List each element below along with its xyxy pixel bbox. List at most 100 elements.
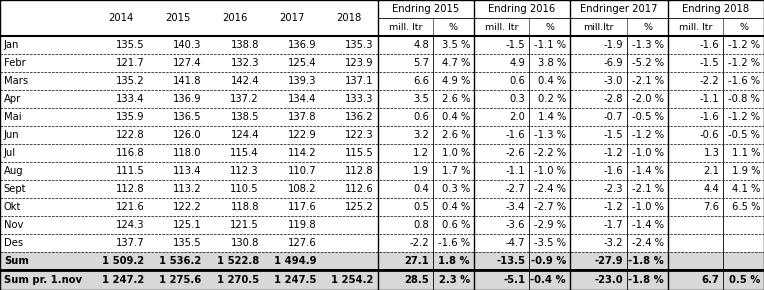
Text: 4.4: 4.4: [704, 184, 720, 194]
Text: 124.3: 124.3: [116, 220, 144, 230]
Text: 123.9: 123.9: [345, 58, 374, 68]
Text: -1.3 %: -1.3 %: [534, 130, 566, 140]
Text: -1.2: -1.2: [604, 148, 623, 158]
Text: 140.3: 140.3: [173, 40, 202, 50]
Text: Jun: Jun: [4, 130, 19, 140]
Text: 0.3 %: 0.3 %: [442, 184, 470, 194]
Text: 6.5 %: 6.5 %: [732, 202, 760, 212]
Text: 1 270.5: 1 270.5: [217, 275, 259, 285]
Text: 1 254.2: 1 254.2: [331, 275, 374, 285]
Text: 0.6 %: 0.6 %: [442, 220, 470, 230]
Text: 1.4 %: 1.4 %: [538, 112, 566, 122]
Text: Nov: Nov: [4, 220, 23, 230]
Text: -27.9: -27.9: [594, 256, 623, 266]
Text: -1.2 %: -1.2 %: [632, 130, 664, 140]
Text: 108.2: 108.2: [287, 184, 316, 194]
Text: 1.2: 1.2: [413, 148, 429, 158]
Text: 137.1: 137.1: [345, 76, 374, 86]
Text: 5.7: 5.7: [413, 58, 429, 68]
Text: -1.2 %: -1.2 %: [728, 112, 760, 122]
Text: 112.3: 112.3: [230, 166, 259, 176]
Text: 135.5: 135.5: [173, 238, 202, 248]
Text: 122.2: 122.2: [173, 202, 202, 212]
Text: -6.9: -6.9: [604, 58, 623, 68]
Text: 0.6: 0.6: [510, 76, 526, 86]
Text: 126.0: 126.0: [173, 130, 202, 140]
Text: Sum: Sum: [4, 256, 29, 266]
Text: 1.3: 1.3: [704, 148, 720, 158]
Text: -5.2 %: -5.2 %: [632, 58, 664, 68]
Text: 137.2: 137.2: [230, 94, 259, 104]
Text: %: %: [643, 23, 652, 32]
Text: -1.1: -1.1: [700, 94, 720, 104]
Text: 127.6: 127.6: [287, 238, 316, 248]
Text: -0.9 %: -0.9 %: [531, 256, 566, 266]
Text: 4.9 %: 4.9 %: [442, 76, 470, 86]
Text: 6.6: 6.6: [413, 76, 429, 86]
Text: -2.9 %: -2.9 %: [534, 220, 566, 230]
Text: 136.5: 136.5: [173, 112, 202, 122]
Text: 2.6 %: 2.6 %: [442, 94, 470, 104]
Text: 4.8: 4.8: [413, 40, 429, 50]
Text: 116.8: 116.8: [116, 148, 144, 158]
Text: -2.7: -2.7: [506, 184, 526, 194]
Text: 136.9: 136.9: [287, 40, 316, 50]
Text: -2.0 %: -2.0 %: [632, 94, 664, 104]
Text: -0.5 %: -0.5 %: [728, 130, 760, 140]
Text: 119.8: 119.8: [287, 220, 316, 230]
Text: -2.4 %: -2.4 %: [632, 238, 664, 248]
Text: 136.2: 136.2: [345, 112, 374, 122]
Text: -0.7: -0.7: [604, 112, 623, 122]
Text: 3.2: 3.2: [413, 130, 429, 140]
Text: %: %: [739, 23, 748, 32]
Text: -1.6 %: -1.6 %: [728, 76, 760, 86]
Text: Febr: Febr: [4, 58, 25, 68]
Text: -2.1 %: -2.1 %: [632, 76, 664, 86]
Text: 135.3: 135.3: [345, 40, 374, 50]
Text: 2018: 2018: [337, 13, 362, 23]
Text: Endring 2015: Endring 2015: [392, 4, 459, 14]
Text: 121.5: 121.5: [230, 220, 259, 230]
Text: -1.9: -1.9: [604, 40, 623, 50]
Text: 137.8: 137.8: [287, 112, 316, 122]
Text: %: %: [449, 23, 458, 32]
Text: 137.7: 137.7: [116, 238, 144, 248]
Text: 133.3: 133.3: [345, 94, 374, 104]
Text: -2.2: -2.2: [700, 76, 720, 86]
Text: Mai: Mai: [4, 112, 21, 122]
Text: 134.4: 134.4: [288, 94, 316, 104]
Text: -1.6: -1.6: [700, 40, 720, 50]
Text: -1.1: -1.1: [506, 166, 526, 176]
Text: -1.2 %: -1.2 %: [728, 58, 760, 68]
Text: -2.1 %: -2.1 %: [632, 184, 664, 194]
Text: mill. ltr: mill. ltr: [484, 23, 518, 32]
Text: Des: Des: [4, 238, 23, 248]
Text: 2.0: 2.0: [510, 112, 526, 122]
Text: 2015: 2015: [165, 13, 190, 23]
Text: 113.2: 113.2: [173, 184, 202, 194]
Text: Mars: Mars: [4, 76, 28, 86]
Text: 4.1 %: 4.1 %: [732, 184, 760, 194]
Text: 132.3: 132.3: [231, 58, 259, 68]
Text: 1 522.8: 1 522.8: [217, 256, 259, 266]
Text: -1.3 %: -1.3 %: [632, 40, 664, 50]
Text: -13.5: -13.5: [497, 256, 526, 266]
Text: -0.4 %: -0.4 %: [530, 275, 566, 285]
Text: Endringer 2017: Endringer 2017: [580, 4, 658, 14]
Text: 27.1: 27.1: [404, 256, 429, 266]
Text: -1.5: -1.5: [604, 130, 623, 140]
Text: 125.4: 125.4: [287, 58, 316, 68]
Text: Apr: Apr: [4, 94, 21, 104]
Text: -1.8 %: -1.8 %: [629, 275, 664, 285]
Text: -1.8 %: -1.8 %: [629, 256, 664, 266]
Bar: [0, 252, 764, 270]
Text: 111.5: 111.5: [116, 166, 144, 176]
Text: 1 536.2: 1 536.2: [160, 256, 202, 266]
Text: 115.4: 115.4: [230, 148, 259, 158]
Text: -1.6: -1.6: [700, 112, 720, 122]
Text: mill.ltr: mill.ltr: [583, 23, 613, 32]
Text: 110.7: 110.7: [287, 166, 316, 176]
Text: 3.5: 3.5: [413, 94, 429, 104]
Text: 125.2: 125.2: [345, 202, 374, 212]
Text: 113.4: 113.4: [173, 166, 202, 176]
